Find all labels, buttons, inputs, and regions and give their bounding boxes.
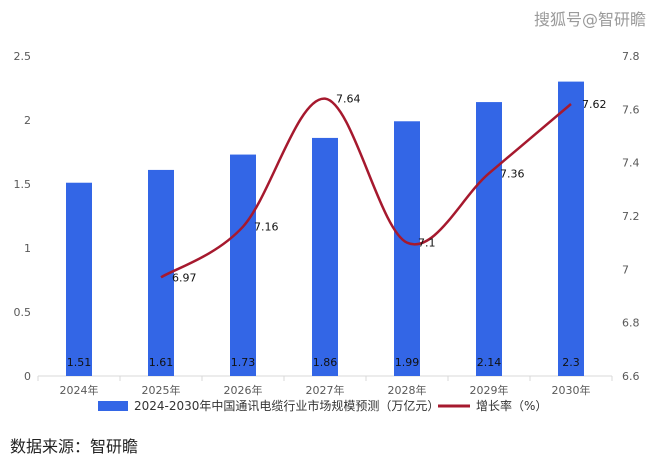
line-data-label: 7.16: [254, 221, 279, 234]
x-tick-label: 2025年: [142, 383, 181, 397]
bar-data-label: 1.61: [149, 356, 174, 369]
y-right-tick-label: 7.8: [622, 50, 640, 63]
source-note: 数据来源：智研瞻: [10, 437, 139, 456]
bars: [66, 81, 584, 376]
bar-data-label: 1.73: [231, 356, 256, 369]
legend: 2024-2030年中国通讯电缆行业市场规模预测（万亿元） 增长率（%）: [98, 398, 547, 413]
watermark: 搜狐号@智研瞻: [533, 10, 646, 29]
legend-bar-swatch: [98, 401, 128, 411]
legend-bar-label: 2024-2030年中国通讯电缆行业市场规模预测（万亿元）: [134, 398, 439, 413]
growth-rate-line: [160, 97, 572, 279]
line-data-labels: 6.97 7.16 7.64 7.1 7.36 7.62: [172, 93, 607, 285]
y-left-tick-label: 1.5: [14, 178, 32, 191]
bar-data-label: 2.14: [477, 356, 502, 369]
x-tick-label: 2027年: [306, 383, 345, 397]
line-data-label: 7.36: [500, 167, 525, 180]
y-left-tick-label: 2: [24, 114, 31, 127]
bar: [558, 81, 584, 376]
y-left-tick-label: 0.5: [14, 306, 32, 319]
bar: [394, 121, 420, 376]
bar: [230, 154, 256, 376]
bar-data-label: 1.86: [313, 356, 338, 369]
x-tick-label: 2029年: [470, 383, 509, 397]
line-data-label: 7.64: [336, 93, 361, 106]
y-left-tick-label: 0: [24, 370, 31, 383]
line-data-label: 7.62: [582, 98, 607, 111]
x-tick-label: 2024年: [60, 383, 99, 397]
y-right-tick-label: 7.6: [622, 103, 640, 116]
bar: [476, 102, 502, 376]
bar-data-label: 1.99: [395, 356, 420, 369]
bar-data-labels: 1.51 1.61 1.73 1.86 1.99 2.14 2.3: [67, 356, 580, 369]
y-right-tick-label: 6.6: [622, 370, 640, 383]
legend-line-label: 增长率（%）: [476, 398, 547, 413]
x-tick-label: 2028年: [388, 383, 427, 397]
axes: 0 0.5 1 1.5 2 2.5 6.6 6.8 7 7.2 7.4 7.6 7.8 2024年 2025…: [14, 50, 640, 397]
x-tick-label: 2026年: [224, 383, 263, 397]
y-right-tick-label: 7.2: [622, 210, 640, 223]
y-right-tick-label: 6.8: [622, 317, 640, 330]
y-right-tick-label: 7: [622, 263, 629, 276]
y-left-tick-label: 1: [24, 242, 31, 255]
y-left-tick-label: 2.5: [14, 50, 32, 63]
x-tick-label: 2030年: [552, 383, 591, 397]
bar-data-label: 1.51: [67, 356, 92, 369]
bar: [66, 182, 92, 376]
y-right-tick-label: 7.4: [622, 157, 640, 170]
bar: [312, 137, 338, 376]
bar-data-label: 2.3: [562, 356, 580, 369]
line-data-label: 7.1: [418, 237, 436, 250]
line-data-label: 6.97: [172, 271, 197, 284]
